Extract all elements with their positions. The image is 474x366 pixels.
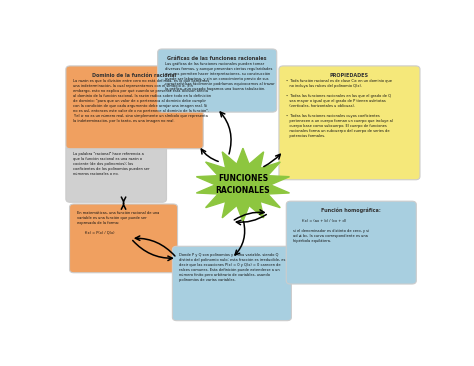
Text: La razón es que la división entre cero no está definida; es lo que llamamos
una : La razón es que la división entre cero n… — [73, 79, 211, 123]
Text: La palabra "racional" hace referencia a
que la función racional es una razón o
c: La palabra "racional" hace referencia a … — [73, 152, 149, 176]
Text: •  Toda función racional es de clase C∞ en un dominio que
   no incluya las raíc: • Toda función racional es de clase C∞ e… — [286, 79, 393, 138]
Text: Donde P y Q son polinomios y x una variable, siendo Q
distinto del polinomio nul: Donde P y Q son polinomios y x una varia… — [179, 253, 286, 282]
FancyBboxPatch shape — [286, 201, 416, 284]
FancyBboxPatch shape — [66, 66, 203, 149]
Polygon shape — [196, 148, 290, 221]
Text: PROPIEDADES: PROPIEDADES — [330, 73, 369, 78]
Text: f(x) = (ax + b) / (cx + d)

si el denominador es distinto de cero, y si
ad ≠ bc,: f(x) = (ax + b) / (cx + d) si el denomin… — [293, 214, 369, 243]
Text: Las gráficas de las funciones racionales pueden tomar
diversas formas, y aunque : Las gráficas de las funciones racionales… — [164, 62, 274, 91]
FancyBboxPatch shape — [158, 49, 277, 112]
Text: En matemáticas, una función racional de una
variable es una función que puede se: En matemáticas, una función racional de … — [76, 211, 159, 235]
Text: Función homográfica:: Función homográfica: — [321, 208, 381, 213]
FancyBboxPatch shape — [70, 204, 178, 273]
Text: FUNCIONES
RACIONALES: FUNCIONES RACIONALES — [216, 175, 270, 195]
FancyBboxPatch shape — [173, 246, 292, 321]
Text: Gráficas de las funciones racionales: Gráficas de las funciones racionales — [167, 56, 267, 61]
Text: Dominio de la función racional: Dominio de la función racional — [92, 73, 177, 78]
FancyBboxPatch shape — [279, 66, 420, 180]
FancyBboxPatch shape — [66, 145, 166, 202]
